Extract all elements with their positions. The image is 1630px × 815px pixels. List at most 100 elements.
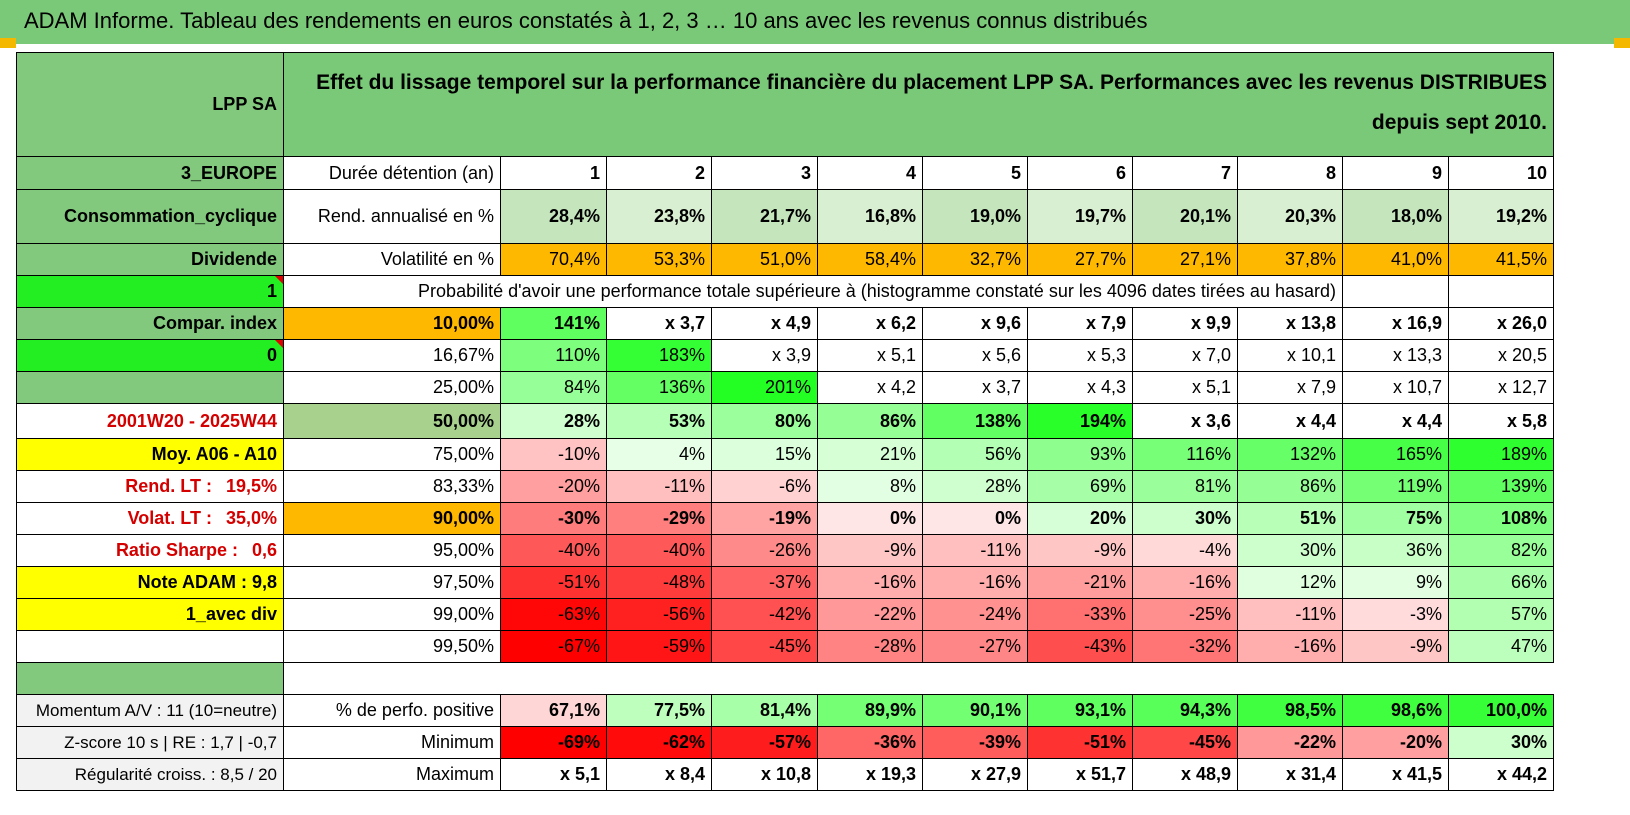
quantile-value[interactable]: -16% bbox=[817, 566, 923, 599]
stat-value[interactable]: 100,0% bbox=[1448, 694, 1554, 727]
stat-value[interactable]: -36% bbox=[817, 726, 923, 759]
quantile-value[interactable]: 15% bbox=[711, 438, 818, 471]
stat-value[interactable]: 81,4% bbox=[711, 694, 818, 727]
quantile-value[interactable]: -28% bbox=[817, 630, 923, 663]
quantile-value[interactable]: 4% bbox=[606, 438, 712, 471]
quantile-value[interactable]: 9% bbox=[1342, 566, 1449, 599]
vol-value[interactable]: 37,8% bbox=[1237, 243, 1343, 276]
stat-value[interactable]: x 51,7 bbox=[1027, 758, 1133, 791]
quantile-value[interactable]: -16% bbox=[922, 566, 1028, 599]
quantile-value[interactable]: -45% bbox=[711, 630, 818, 663]
quantile-value[interactable]: x 5,1 bbox=[1132, 371, 1238, 404]
vol-value[interactable]: 58,4% bbox=[817, 243, 923, 276]
quantile-value[interactable]: -21% bbox=[1027, 566, 1133, 599]
quantile-value[interactable]: 56% bbox=[922, 438, 1028, 471]
spacer[interactable] bbox=[283, 662, 1554, 695]
quantile-value[interactable]: 132% bbox=[1237, 438, 1343, 471]
quantile-value[interactable]: 47% bbox=[1448, 630, 1554, 663]
stat-label[interactable]: Minimum bbox=[283, 726, 501, 759]
quantile-value[interactable]: 86% bbox=[817, 403, 923, 439]
quantile-label[interactable]: 50,00% bbox=[283, 403, 501, 439]
year-header[interactable]: 7 bbox=[1132, 156, 1238, 190]
stat-value[interactable]: -22% bbox=[1237, 726, 1343, 759]
quantile-value[interactable]: x 13,3 bbox=[1342, 339, 1449, 372]
quantile-value[interactable]: x 16,9 bbox=[1342, 307, 1449, 340]
rend-value[interactable]: 18,0% bbox=[1342, 189, 1449, 244]
quantile-value[interactable]: -3% bbox=[1342, 598, 1449, 631]
year-header[interactable]: 9 bbox=[1342, 156, 1449, 190]
quantile-value[interactable]: -25% bbox=[1132, 598, 1238, 631]
empty-side[interactable] bbox=[16, 371, 284, 404]
quantile-value[interactable]: -48% bbox=[606, 566, 712, 599]
avec-div-label[interactable]: 1_avec div bbox=[16, 598, 284, 631]
quantile-value[interactable]: -11% bbox=[922, 534, 1028, 567]
stat-value[interactable]: 90,1% bbox=[922, 694, 1028, 727]
quantile-value[interactable]: -20% bbox=[500, 470, 607, 503]
rend-value[interactable]: 23,8% bbox=[606, 189, 712, 244]
quantile-value[interactable]: x 5,1 bbox=[817, 339, 923, 372]
code-zero[interactable]: 0 bbox=[16, 339, 284, 372]
quantile-value[interactable]: x 4,9 bbox=[711, 307, 818, 340]
stat-value[interactable]: x 48,9 bbox=[1132, 758, 1238, 791]
quantile-label[interactable]: 99,00% bbox=[283, 598, 501, 631]
quantile-value[interactable]: -32% bbox=[1132, 630, 1238, 663]
quantile-value[interactable]: -10% bbox=[500, 438, 607, 471]
quantile-value[interactable]: -26% bbox=[711, 534, 818, 567]
quantile-value[interactable]: 84% bbox=[500, 371, 607, 404]
spacer-green[interactable] bbox=[16, 662, 284, 695]
quantile-value[interactable]: x 13,8 bbox=[1237, 307, 1343, 340]
quantile-value[interactable]: 189% bbox=[1448, 438, 1554, 471]
quantile-value[interactable]: 165% bbox=[1342, 438, 1449, 471]
quantile-value[interactable]: x 6,2 bbox=[817, 307, 923, 340]
quantile-value[interactable]: 86% bbox=[1237, 470, 1343, 503]
prob-title[interactable]: Probabilité d'avoir une performance tota… bbox=[283, 275, 1343, 308]
quantile-value[interactable]: -56% bbox=[606, 598, 712, 631]
vol-value[interactable]: 41,0% bbox=[1342, 243, 1449, 276]
quantile-value[interactable]: 8% bbox=[817, 470, 923, 503]
quantile-value[interactable]: x 3,7 bbox=[922, 371, 1028, 404]
quantile-value[interactable]: -16% bbox=[1132, 566, 1238, 599]
quantile-value[interactable]: 82% bbox=[1448, 534, 1554, 567]
quantile-value[interactable]: 141% bbox=[500, 307, 607, 340]
year-header[interactable]: 10 bbox=[1448, 156, 1554, 190]
quantile-label[interactable]: 10,00% bbox=[283, 307, 501, 340]
stat-value[interactable]: 30% bbox=[1448, 726, 1554, 759]
rend-value[interactable]: 20,1% bbox=[1132, 189, 1238, 244]
quantile-value[interactable]: 93% bbox=[1027, 438, 1133, 471]
quantile-value[interactable]: x 7,9 bbox=[1027, 307, 1133, 340]
stat-value[interactable]: x 5,1 bbox=[500, 758, 607, 791]
quantile-value[interactable]: 30% bbox=[1237, 534, 1343, 567]
quantile-value[interactable]: x 3,7 bbox=[606, 307, 712, 340]
quantile-value[interactable]: -4% bbox=[1132, 534, 1238, 567]
quantile-label[interactable]: 99,50% bbox=[283, 630, 501, 663]
volat-lt[interactable]: Volat. LT : 35,0% bbox=[16, 502, 284, 535]
stat-value[interactable]: 67,1% bbox=[500, 694, 607, 727]
quantile-value[interactable]: -24% bbox=[922, 598, 1028, 631]
sharpe[interactable]: Ratio Sharpe : 0,6 bbox=[16, 534, 284, 567]
stat-value[interactable]: 94,3% bbox=[1132, 694, 1238, 727]
stat-value[interactable]: 98,6% bbox=[1342, 694, 1449, 727]
quantile-label[interactable]: 97,50% bbox=[283, 566, 501, 599]
stat-value[interactable]: -69% bbox=[500, 726, 607, 759]
vol-label[interactable]: Volatilité en % bbox=[283, 243, 501, 276]
quantile-label[interactable]: 83,33% bbox=[283, 470, 501, 503]
rend-value[interactable]: 21,7% bbox=[711, 189, 818, 244]
quantile-value[interactable]: -40% bbox=[500, 534, 607, 567]
quantile-value[interactable]: x 7,9 bbox=[1237, 371, 1343, 404]
quantile-value[interactable]: 51% bbox=[1237, 502, 1343, 535]
quantile-value[interactable]: 53% bbox=[606, 403, 712, 439]
quantile-value[interactable]: -63% bbox=[500, 598, 607, 631]
stat-value[interactable]: x 10,8 bbox=[711, 758, 818, 791]
quantile-value[interactable]: 136% bbox=[606, 371, 712, 404]
quantile-value[interactable]: -27% bbox=[922, 630, 1028, 663]
description[interactable]: Effet du lissage temporel sur la perform… bbox=[283, 52, 1554, 157]
year-header[interactable]: 3 bbox=[711, 156, 818, 190]
quantile-value[interactable]: -9% bbox=[1027, 534, 1133, 567]
quantile-value[interactable]: x 9,6 bbox=[922, 307, 1028, 340]
code-one[interactable]: 1 bbox=[16, 275, 284, 308]
quantile-value[interactable]: x 5,8 bbox=[1448, 403, 1554, 439]
year-header[interactable]: 1 bbox=[500, 156, 607, 190]
fund-name[interactable]: LPP SA bbox=[16, 52, 284, 157]
quantile-value[interactable]: 119% bbox=[1342, 470, 1449, 503]
quantile-value[interactable]: -22% bbox=[817, 598, 923, 631]
